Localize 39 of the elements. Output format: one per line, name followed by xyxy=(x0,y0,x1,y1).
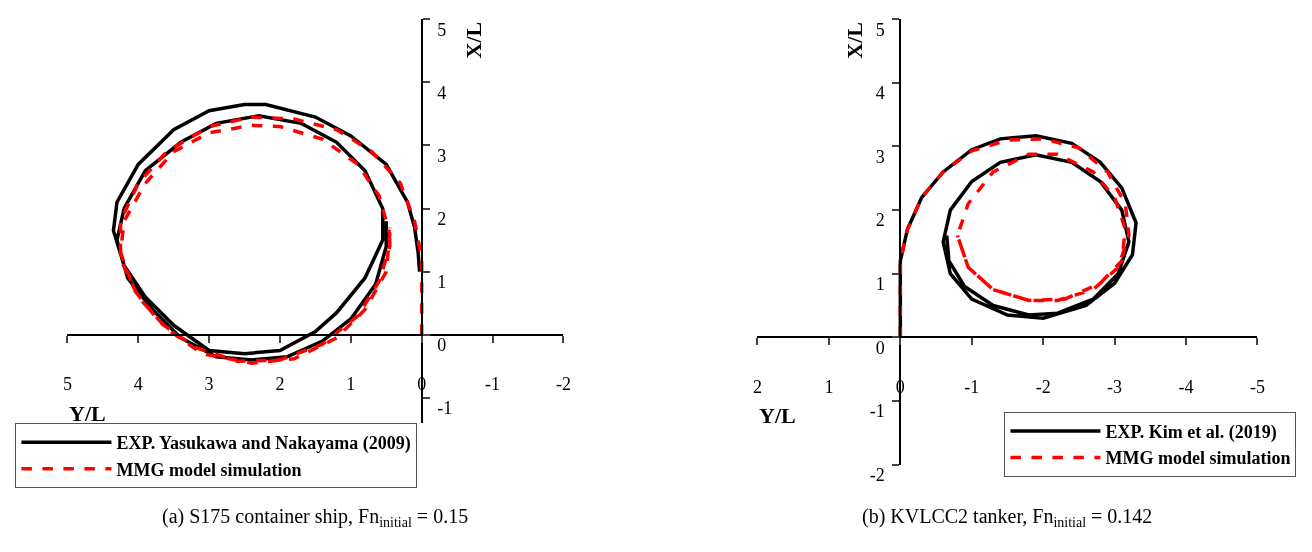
y-tick-label: 0 xyxy=(437,335,447,356)
text: (a) S175 container ship, Fn$_{initial}$ = 0.15 xyxy=(162,505,469,531)
x-tick-label: 5 xyxy=(62,374,72,395)
x-tick-label: 1 xyxy=(346,374,356,395)
y-tick-label: -2 xyxy=(869,464,885,485)
x-tick-label: -5 xyxy=(1249,376,1265,397)
x-tick-label: -2 xyxy=(555,374,571,395)
x-axis-title: Y/L xyxy=(759,403,796,428)
x-tick-label: -1 xyxy=(485,374,501,395)
legend-label: EXP. Yasukawa and Nakayama (2009) xyxy=(116,433,411,455)
y-tick-label: -1 xyxy=(437,398,453,419)
y-tick-label: 2 xyxy=(875,210,885,231)
y-tick-label: -1 xyxy=(869,401,885,422)
x-tick-label: 2 xyxy=(275,374,285,395)
y-tick-label: 5 xyxy=(437,19,447,40)
x-tick-label: -3 xyxy=(1107,376,1123,397)
y-tick-label: 2 xyxy=(437,208,447,229)
x-tick-label: -2 xyxy=(1035,376,1051,397)
y-axis-title: X/L xyxy=(842,21,868,59)
legend-label: MMG model simulation xyxy=(116,459,302,480)
x-tick-label: 2 xyxy=(752,376,762,397)
y-tick-label: 1 xyxy=(875,274,885,295)
x-axis-title: Y/L xyxy=(69,401,106,426)
y-tick-label: 0 xyxy=(875,337,885,358)
x-tick-label: 4 xyxy=(133,374,143,395)
y-axis-title: X/L xyxy=(460,21,486,59)
x-tick-label: 1 xyxy=(824,376,834,397)
legend-label: EXP. Kim et al. (2019) xyxy=(1105,422,1277,444)
y-tick-label: 4 xyxy=(437,82,447,103)
y-tick-label: 3 xyxy=(875,146,885,167)
x-tick-label: -1 xyxy=(964,376,980,397)
x-tick-label: -4 xyxy=(1178,376,1194,397)
x-tick-label: 3 xyxy=(204,374,214,395)
text: (b) KVLCC2 tanker, Fn$_{initial}$ = 0.142 xyxy=(862,505,1153,531)
y-tick-label: 5 xyxy=(875,19,885,40)
y-tick-label: 1 xyxy=(437,271,447,292)
y-tick-label: 3 xyxy=(437,145,447,166)
legend-label: MMG model simulation xyxy=(1105,448,1291,469)
y-tick-label: 4 xyxy=(875,83,885,104)
